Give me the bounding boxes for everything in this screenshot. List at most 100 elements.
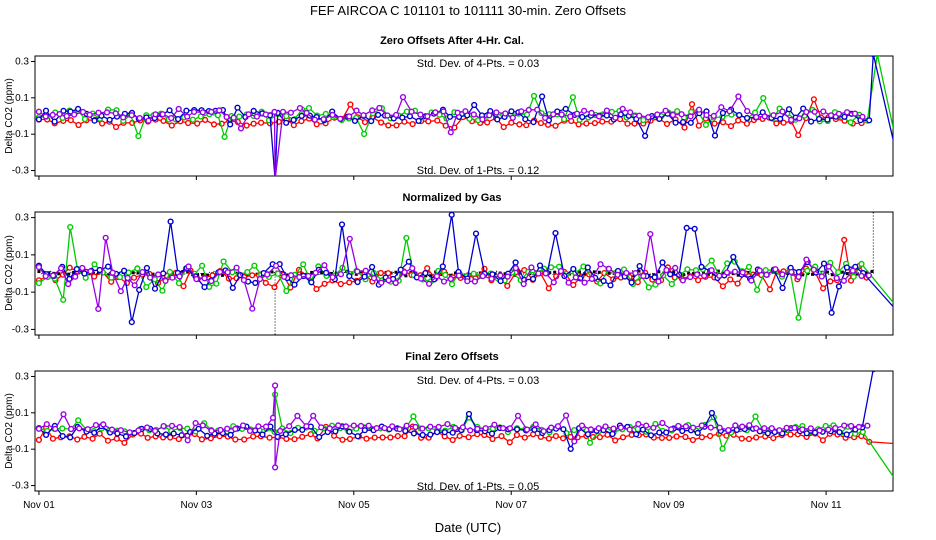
data-point-gas3 bbox=[494, 116, 501, 123]
data-point-gas3 bbox=[828, 309, 835, 316]
baseline-point bbox=[607, 271, 611, 275]
data-point-gas4 bbox=[535, 270, 542, 277]
plot-frame bbox=[34, 211, 894, 336]
data-point-gas3 bbox=[316, 434, 323, 441]
data-point-gas4 bbox=[329, 111, 336, 119]
data-point-gas4 bbox=[820, 108, 827, 115]
data-point-gas4 bbox=[103, 109, 111, 116]
data-point-gas1 bbox=[347, 101, 354, 108]
data-point-gas4 bbox=[294, 412, 301, 420]
data-point-gas3 bbox=[694, 429, 701, 437]
data-point-gas3 bbox=[811, 429, 819, 436]
data-point-gas4 bbox=[60, 411, 67, 418]
baseline-point bbox=[840, 270, 844, 274]
data-point-gas4 bbox=[79, 108, 87, 116]
data-point-gas4 bbox=[168, 422, 176, 429]
data-point-gas3 bbox=[843, 431, 850, 438]
data-point-gas1 bbox=[113, 435, 120, 442]
data-point-gas4 bbox=[362, 267, 369, 274]
data-point-gas4 bbox=[791, 424, 798, 431]
data-point-gas4 bbox=[746, 422, 753, 429]
data-point-gas3 bbox=[375, 111, 382, 119]
data-point-gas1 bbox=[673, 433, 680, 440]
data-point-gas4 bbox=[695, 106, 703, 113]
data-point-gas4 bbox=[288, 272, 295, 279]
data-point-gas4 bbox=[279, 108, 287, 115]
y-axis-label: Delta CO2 (ppm) bbox=[4, 78, 15, 154]
data-point-gas2 bbox=[135, 133, 142, 140]
data-point-gas4 bbox=[357, 422, 365, 430]
data-point-gas1 bbox=[241, 436, 248, 443]
baseline-point bbox=[845, 272, 849, 276]
baseline-point bbox=[577, 270, 581, 274]
data-point-gas4 bbox=[126, 429, 133, 436]
y-tick-label: -0.3 bbox=[12, 166, 30, 177]
data-point-gas4 bbox=[409, 265, 416, 272]
data-point-gas3 bbox=[538, 93, 546, 100]
data-point-gas4 bbox=[783, 424, 790, 431]
data-point-gas4 bbox=[454, 109, 461, 116]
data-point-gas1 bbox=[394, 433, 401, 440]
data-point-gas4 bbox=[825, 426, 832, 433]
data-point-gas1 bbox=[688, 101, 696, 108]
baseline-point bbox=[582, 272, 586, 276]
data-point-gas3 bbox=[439, 263, 446, 270]
data-point-gas1 bbox=[591, 119, 599, 127]
annotation-std-1pts: Std. Dev. of 1-Pts. = 0.12 bbox=[417, 165, 539, 177]
data-point-gas4 bbox=[849, 267, 856, 274]
data-point-gas4 bbox=[159, 111, 166, 118]
data-point-gas2 bbox=[804, 267, 811, 274]
data-point-gas3 bbox=[508, 108, 515, 115]
x-tick-label: Nov 03 bbox=[181, 500, 213, 511]
data-point-gas1 bbox=[570, 281, 577, 289]
data-point-gas4 bbox=[117, 288, 124, 295]
data-point-gas3 bbox=[803, 430, 810, 437]
data-point-gas4 bbox=[810, 266, 817, 273]
data-point-gas4 bbox=[491, 421, 498, 428]
baseline-point bbox=[429, 274, 433, 278]
baseline-point bbox=[672, 270, 676, 274]
data-point-gas4 bbox=[79, 264, 86, 272]
data-point-gas4 bbox=[779, 271, 786, 278]
data-point-gas4 bbox=[318, 424, 325, 431]
data-marks bbox=[35, 56, 893, 176]
data-point-gas2 bbox=[569, 94, 577, 101]
data-point-gas1 bbox=[299, 433, 306, 440]
data-point-gas2 bbox=[752, 413, 759, 420]
data-point-gas4 bbox=[687, 274, 694, 281]
data-point-gas4 bbox=[725, 427, 732, 434]
data-point-gas4 bbox=[707, 424, 714, 431]
baseline-point bbox=[394, 270, 398, 274]
data-point-gas2 bbox=[189, 116, 197, 123]
data-point-gas4 bbox=[240, 277, 248, 284]
data-point-gas3 bbox=[836, 429, 843, 436]
data-point-gas3 bbox=[567, 445, 574, 453]
data-point-gas3 bbox=[338, 221, 346, 228]
data-point-gas3 bbox=[290, 116, 297, 124]
data-point-gas4 bbox=[796, 115, 803, 122]
data-point-gas4 bbox=[788, 268, 795, 276]
data-point-gas4 bbox=[779, 108, 786, 115]
data-point-gas4 bbox=[776, 427, 783, 434]
data-point-gas3 bbox=[354, 278, 361, 286]
panel-title: Normalized by Gas bbox=[402, 192, 501, 204]
y-tick-label: -0.3 bbox=[12, 481, 30, 492]
y-axis-label: Delta CO2 (ppm) bbox=[4, 393, 15, 469]
data-point-gas4 bbox=[655, 278, 662, 285]
data-point-gas3 bbox=[361, 427, 368, 434]
data-point-gas1 bbox=[361, 118, 369, 126]
data-point-gas2 bbox=[159, 287, 166, 294]
data-point-gas4 bbox=[595, 113, 603, 120]
data-point-gas3 bbox=[227, 431, 234, 439]
data-point-gas3 bbox=[522, 116, 529, 123]
data-point-gas4 bbox=[256, 276, 264, 283]
data-point-gas4 bbox=[230, 114, 237, 121]
data-point-gas4 bbox=[281, 273, 288, 280]
data-point-gas4 bbox=[595, 425, 602, 432]
data-point-gas4 bbox=[160, 423, 167, 430]
data-point-gas4 bbox=[65, 280, 72, 288]
data-point-gas3 bbox=[250, 107, 257, 115]
data-point-gas4 bbox=[668, 426, 675, 433]
data-point-gas3 bbox=[584, 431, 592, 438]
data-point-gas3 bbox=[51, 118, 58, 125]
